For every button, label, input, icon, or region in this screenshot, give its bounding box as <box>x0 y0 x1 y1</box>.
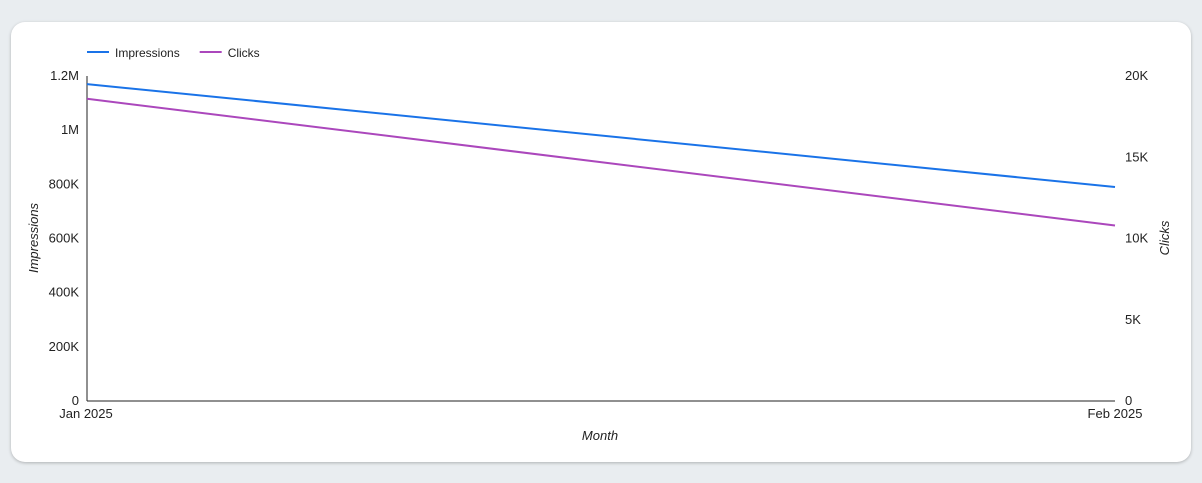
left-tick-label: 0 <box>72 393 79 408</box>
x-tick-label: Jan 2025 <box>59 406 113 421</box>
x-axis-ticks: Jan 2025 Feb 2025 <box>59 406 1142 421</box>
left-tick-label: 400K <box>49 285 80 300</box>
right-tick-label: 5K <box>1125 312 1141 327</box>
legend-label: Impressions <box>115 46 180 60</box>
y-axis-right-title: Clicks <box>1157 220 1172 255</box>
left-tick-label: 1.2M <box>50 68 79 83</box>
right-axis-ticks: 0 5K 10K 15K 20K <box>1125 68 1148 408</box>
left-tick-label: 600K <box>49 231 80 246</box>
series-line-clicks <box>86 97 1116 227</box>
y-axis-left-title: Impressions <box>26 202 41 273</box>
right-tick-label: 20K <box>1125 68 1148 83</box>
series-lines <box>86 83 1116 227</box>
legend: Impressions Clicks <box>87 46 260 60</box>
right-tick-label: 10K <box>1125 231 1148 246</box>
legend-label: Clicks <box>228 46 260 60</box>
x-axis-title: Month <box>582 428 618 443</box>
right-tick-label: 0 <box>1125 393 1132 408</box>
left-axis-ticks: 0 200K 400K 600K 800K 1M 1.2M <box>49 68 80 408</box>
left-tick-label: 200K <box>49 339 80 354</box>
x-tick-label: Feb 2025 <box>1088 406 1143 421</box>
series-line-impressions <box>86 83 1116 188</box>
right-tick-label: 15K <box>1125 149 1148 164</box>
left-tick-label: 800K <box>49 176 80 191</box>
left-tick-label: 1M <box>61 122 79 137</box>
